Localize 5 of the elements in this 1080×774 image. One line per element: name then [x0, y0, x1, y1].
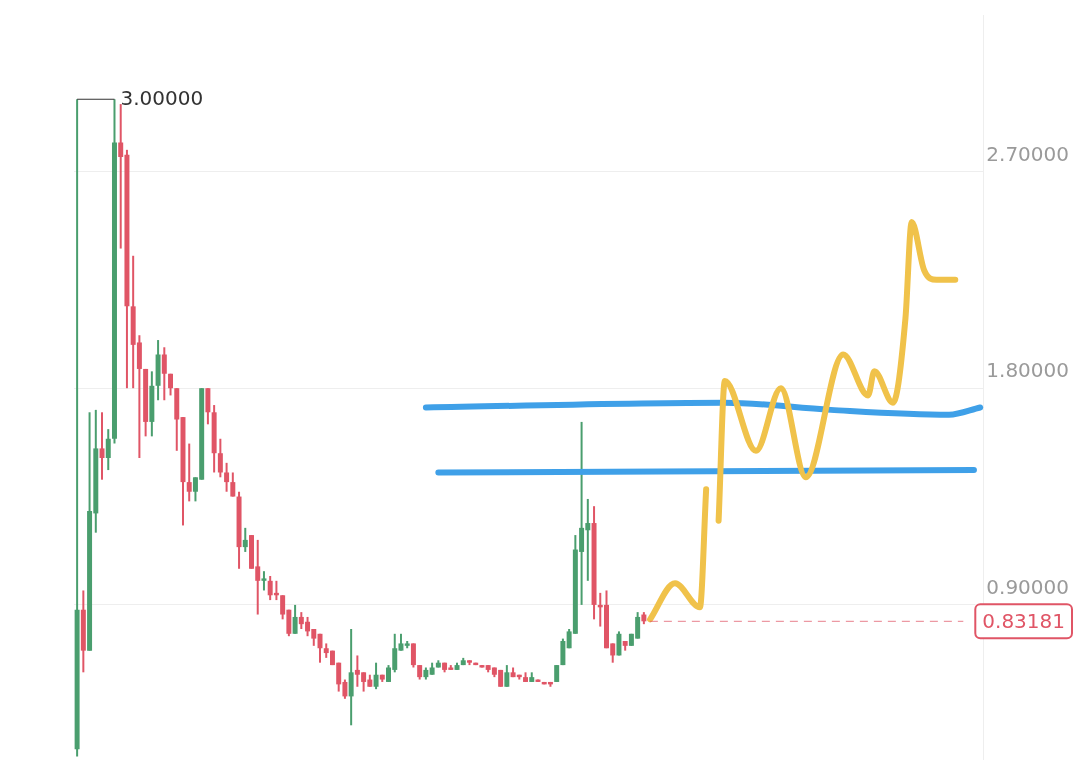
- ref-line-label: 0.83181: [982, 608, 1066, 633]
- y-tick-label: 2.70000: [986, 141, 1070, 166]
- annotation: 3.00000: [120, 86, 204, 111]
- y-tick-label: 0.90000: [986, 575, 1070, 600]
- y-tick-label: 1.80000: [986, 358, 1070, 383]
